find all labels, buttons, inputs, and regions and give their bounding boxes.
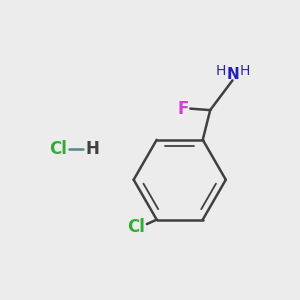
- Text: H: H: [85, 140, 99, 158]
- Text: F: F: [178, 100, 189, 118]
- Text: H: H: [215, 64, 226, 78]
- Text: H: H: [240, 64, 250, 78]
- Text: N: N: [227, 67, 239, 82]
- Text: Cl: Cl: [49, 140, 67, 158]
- Text: Cl: Cl: [128, 218, 146, 236]
